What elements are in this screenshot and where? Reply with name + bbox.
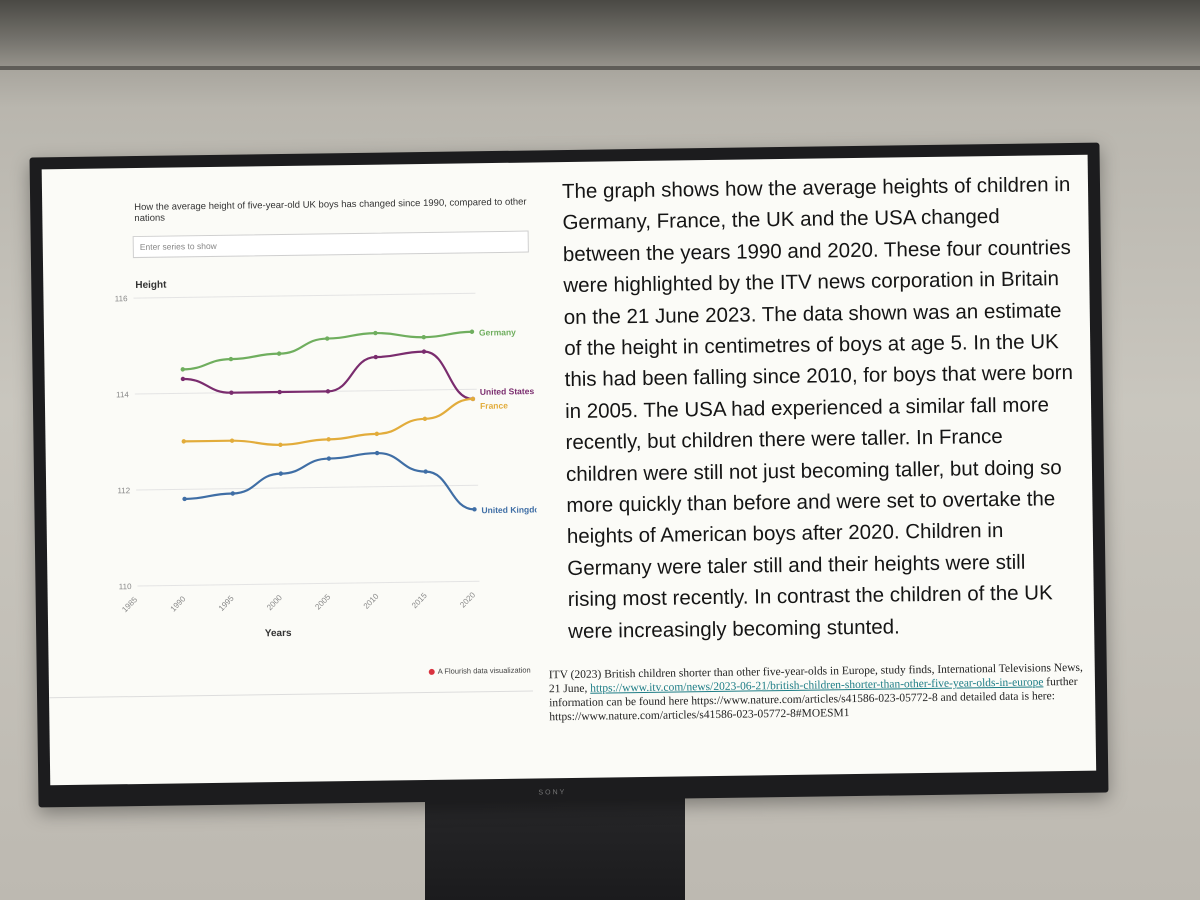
x-tick-label: 2020 — [458, 590, 477, 609]
data-point — [229, 438, 235, 443]
data-point — [180, 376, 186, 382]
x-tick-label: 1995 — [217, 593, 236, 612]
data-point — [181, 439, 186, 444]
line-chart: Height 110 112 114 116 1985 1990 1995 2000 2005 20… — [115, 280, 540, 640]
x-tick-label: 2000 — [265, 593, 284, 612]
y-tick-label: 112 — [117, 486, 130, 495]
data-point — [277, 389, 282, 395]
tv-brand-logo: SONY — [538, 789, 567, 797]
data-point — [374, 450, 380, 456]
data-point — [325, 336, 330, 341]
data-point — [469, 329, 475, 334]
x-axis-label: Years — [265, 628, 292, 639]
data-point — [421, 335, 426, 340]
x-tick-label: 2015 — [410, 591, 429, 610]
data-point — [326, 456, 332, 461]
y-tick-label: 114 — [116, 390, 129, 399]
gridline — [137, 580, 480, 587]
data-point — [325, 389, 331, 394]
series-label: United Kingdom — [481, 504, 539, 515]
body-paragraph: The graph shows how the average heights … — [561, 172, 1074, 643]
x-tick-label: 1990 — [169, 594, 188, 613]
gridline — [133, 292, 476, 299]
data-point — [278, 471, 284, 476]
data-point — [326, 437, 331, 442]
data-point — [472, 507, 477, 512]
series-label: France — [480, 400, 508, 410]
data-point — [228, 356, 234, 362]
data-point — [373, 354, 378, 360]
reference: ITV (2023) British children shorter than… — [549, 661, 1090, 725]
series-line — [184, 451, 475, 511]
flourish-credit[interactable]: A Flourish data visualization — [428, 665, 531, 676]
gridline — [136, 484, 479, 491]
x-tick-label: 2010 — [362, 591, 381, 610]
data-point — [182, 496, 187, 502]
text-panel: The graph shows how the average heights … — [542, 155, 1091, 778]
y-tick-label: 116 — [115, 294, 128, 303]
series-label: Germany — [479, 327, 516, 338]
data-point — [373, 330, 378, 336]
y-axis-label: Height — [135, 280, 167, 291]
ceiling — [0, 0, 1200, 70]
x-tick-label: 2005 — [313, 592, 332, 611]
data-point — [422, 416, 428, 422]
data-point — [470, 396, 476, 402]
x-tick-label: 1985 — [120, 595, 139, 614]
data-point — [180, 367, 185, 372]
y-tick-label: 110 — [119, 582, 132, 591]
chart-panel: How the average height of five-year-old … — [42, 162, 541, 785]
data-point — [276, 351, 282, 356]
data-point — [421, 349, 427, 354]
flourish-credit-text: A Flourish data visualization — [437, 665, 531, 676]
data-point — [230, 491, 235, 496]
flourish-logo-icon — [428, 668, 435, 675]
series-label: United States — [480, 386, 535, 397]
data-point — [374, 431, 380, 437]
data-point — [278, 442, 283, 448]
screen: How the average height of five-year-old … — [41, 154, 1097, 786]
television: How the average height of five-year-old … — [29, 142, 1109, 808]
data-point — [423, 469, 428, 474]
ceiling-edge — [0, 66, 1200, 70]
data-point — [229, 390, 234, 395]
